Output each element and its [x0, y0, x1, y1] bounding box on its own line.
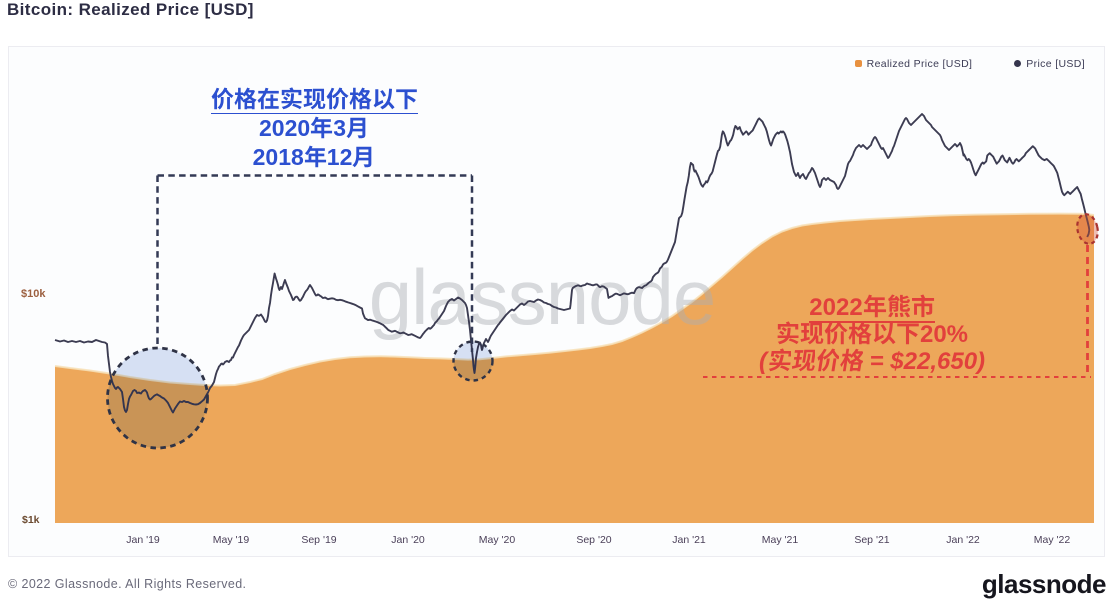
- svg-text:glassnode: glassnode: [369, 253, 716, 341]
